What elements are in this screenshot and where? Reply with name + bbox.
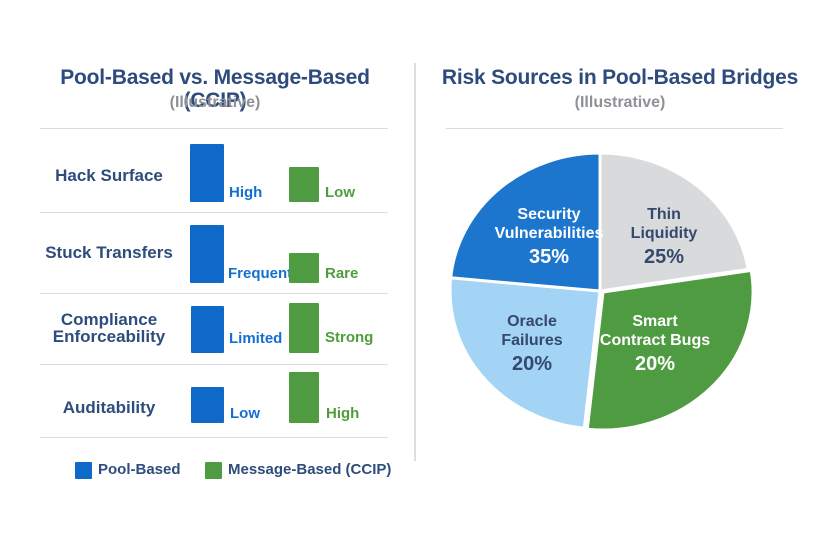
pie-label-percent: 20% xyxy=(634,353,676,375)
row-label-auditability: Auditability xyxy=(62,398,156,417)
ccip-bar-auditability xyxy=(289,372,319,423)
pool-bar-hack-surface xyxy=(190,144,224,202)
row-divider xyxy=(40,212,388,213)
pie-label-line: Liquidity xyxy=(630,225,698,242)
pie-label-line: Oracle xyxy=(507,313,557,330)
pool-bar-stuck-transfers xyxy=(190,225,224,283)
row-divider xyxy=(40,293,388,294)
pie-label-percent: 20% xyxy=(511,353,553,375)
legend-pool-label: Pool-Based xyxy=(98,461,181,478)
legend-ccip-label: Message-Based (CCIP) xyxy=(228,461,392,478)
ccip-value-stuck-transfers: Rare xyxy=(325,265,359,282)
pie-label-line: Contract Bugs xyxy=(599,332,711,349)
pool-value-stuck-transfers: Frequent xyxy=(228,265,293,282)
pool-bar-compliance-enforceability xyxy=(191,306,224,353)
ccip-bar-hack-surface xyxy=(289,167,319,202)
pie-label-security-vulnerabilities: Security Vulnerabilities 35% xyxy=(495,205,604,269)
pie-label-smart-contract-bugs: Smart Contract Bugs 20% xyxy=(600,312,710,376)
right-chart-subtitle: (Illustrative) xyxy=(574,94,666,111)
row-label-stuck-transfers: Stuck Transfers xyxy=(45,243,173,262)
right-title-divider xyxy=(446,128,783,129)
ccip-value-auditability: High xyxy=(326,405,360,422)
ccip-value-compliance-enforceability: Strong xyxy=(325,329,374,346)
pie-label-line: Security xyxy=(517,206,581,223)
pie-label-oracle-failures: Oracle Failures 20% xyxy=(501,312,562,376)
ccip-bar-compliance-enforceability xyxy=(289,303,319,353)
right-chart-title: Risk Sources in Pool-Based Bridges xyxy=(441,66,799,89)
pie-chart-svg xyxy=(448,151,755,432)
row-divider xyxy=(40,437,388,438)
pie-label-thin-liquidity: Thin Liquidity 25% xyxy=(631,205,698,269)
left-chart-title: Pool-Based vs. Message-Based (CCIP) xyxy=(60,66,370,112)
row-divider xyxy=(40,128,388,129)
pie-slice-security-vulnerabilities xyxy=(449,151,602,293)
pie-slice-smart-contract-bugs xyxy=(585,268,755,432)
pie-label-percent: 25% xyxy=(643,246,685,268)
ccip-value-hack-surface: Low xyxy=(325,184,355,201)
legend-pool-swatch xyxy=(75,462,92,479)
pool-value-hack-surface: High xyxy=(229,184,263,201)
pool-value-compliance-enforceability: Limited xyxy=(229,330,283,347)
ccip-bar-stuck-transfers xyxy=(289,253,319,283)
pool-value-auditability: Low xyxy=(230,405,260,422)
pie-slice-thin-liquidity xyxy=(598,151,750,293)
left-chart-subtitle: (Illustrative) xyxy=(169,94,261,111)
pie-label-percent: 35% xyxy=(528,246,570,268)
panel-divider xyxy=(414,63,416,461)
row-label-compliance-enforceability: Compliance Enforceability xyxy=(52,310,166,346)
row-divider xyxy=(40,364,388,365)
pie-label-line: Failures xyxy=(501,332,563,349)
pie-label-line: Smart xyxy=(632,313,678,330)
pie-label-line: Vulnerabilities xyxy=(494,225,604,242)
pool-bar-auditability xyxy=(191,387,224,423)
row-label-hack-surface: Hack Surface xyxy=(55,166,163,185)
legend-ccip-swatch xyxy=(205,462,222,479)
pie-label-line: Thin xyxy=(647,206,681,223)
pie-slice-oracle-failures xyxy=(448,276,602,430)
